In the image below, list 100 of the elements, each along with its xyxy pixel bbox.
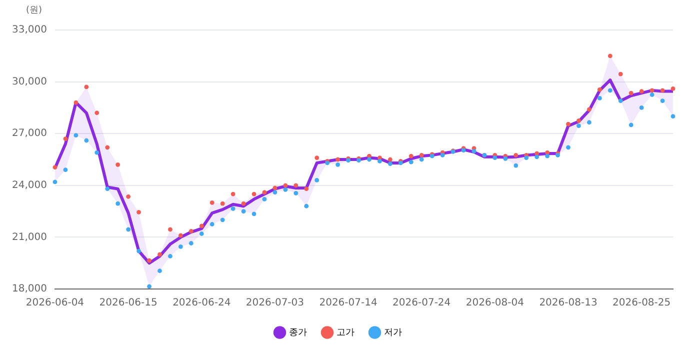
point [84,84,89,90]
point [639,106,644,110]
point [566,145,570,150]
x-tick-label: 2026-07-03 [246,298,304,309]
point [126,227,131,232]
point [336,162,340,167]
point [241,201,246,206]
point [618,98,623,103]
point [419,152,424,158]
point [388,162,392,166]
point [283,183,288,188]
point [545,154,550,158]
point [52,165,58,170]
point [74,100,78,105]
point [628,90,634,96]
point [136,248,141,254]
point [618,72,623,76]
point [220,201,225,206]
point [314,178,320,182]
x-tick-label: 2026-06-04 [26,298,84,309]
point [408,154,414,158]
point [188,228,194,234]
point [94,110,100,116]
point [199,232,204,236]
point [158,252,162,257]
point [670,114,676,119]
point [294,183,298,188]
point [116,201,120,206]
point [262,190,267,195]
point [230,192,236,196]
point [597,87,602,92]
point [461,148,466,153]
point [587,107,592,112]
point [534,154,540,160]
point [136,210,141,214]
point [608,54,612,58]
point [628,122,634,128]
point [304,204,309,208]
x-tick-label: 2026-08-13 [539,298,598,309]
point [178,233,183,238]
x-tick-label: 2026-06-15 [99,298,158,309]
point [147,258,152,263]
point [492,156,498,160]
point [472,149,476,154]
point [524,156,529,160]
y-tick-label: 18,000 [12,284,47,295]
point [252,212,256,216]
point [168,227,172,232]
point [639,89,644,94]
point [304,186,309,192]
point [419,157,424,162]
x-tick-label: 2026-08-04 [466,298,524,309]
y-tick-label: 21,000 [12,232,47,243]
point [94,150,100,155]
point [210,200,214,205]
point [262,197,267,202]
point [178,244,183,249]
legend-label: 종가 [288,328,307,338]
point [514,163,518,168]
point [74,133,78,138]
point [147,284,152,289]
point [210,222,214,226]
point [230,206,236,211]
x-tick-label: 2026-08-25 [612,298,671,309]
point [272,186,278,190]
point [597,96,602,100]
point [168,254,172,258]
point [660,88,665,93]
point [650,88,654,93]
point [241,209,246,214]
x-tick-label: 2026-07-24 [392,298,451,309]
point [199,224,204,228]
point [608,88,612,93]
point [576,124,581,128]
legend-label: 저가 [384,328,402,338]
point [272,190,278,195]
point [587,120,592,125]
point [283,188,288,192]
point [158,268,162,274]
point [388,157,392,162]
point [367,157,372,162]
point [660,98,665,103]
point [378,159,382,164]
y-tick-label: 27,000 [12,128,47,140]
point [116,162,120,167]
point [52,180,58,184]
point [84,138,89,143]
point [336,157,340,162]
point [220,218,225,222]
point [670,86,676,91]
point [63,168,68,172]
point [576,118,581,123]
y-tick-label: 33,000 [12,24,47,36]
point [650,92,654,97]
point [63,136,68,141]
point [440,152,445,158]
point [126,194,131,199]
y-tick-label: 24,000 [12,180,47,191]
y-axis-title: (원) [26,5,42,16]
point [566,122,570,126]
